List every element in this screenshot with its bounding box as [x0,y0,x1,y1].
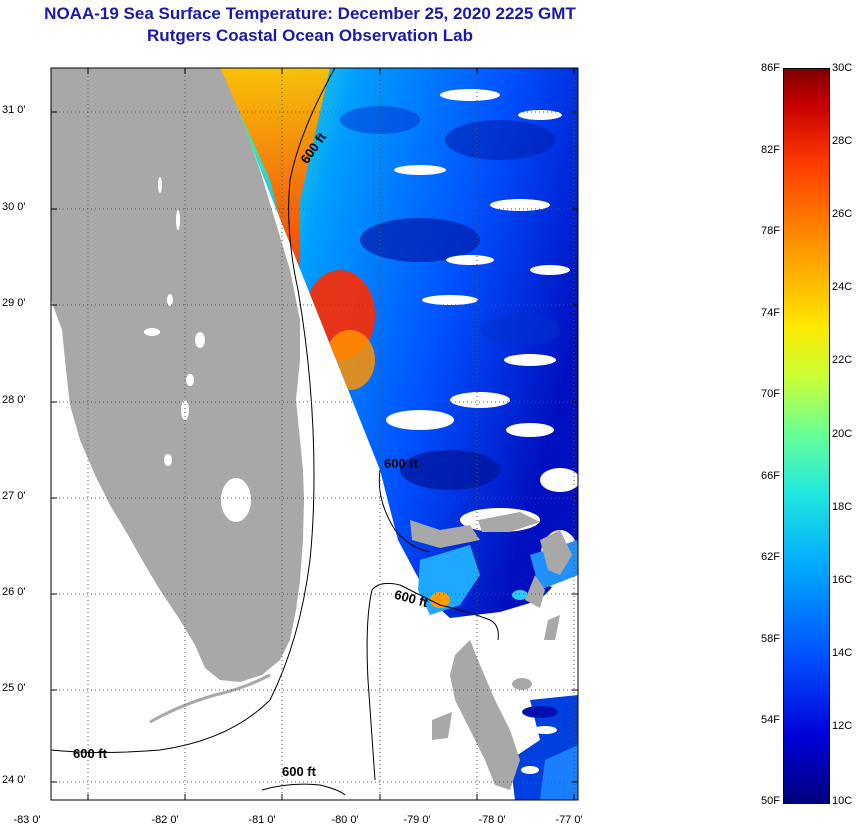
colorbar-c-label: 24C [832,281,853,293]
colorbar-c-label: 14C [832,647,853,659]
lat-label: 31 0' [2,104,26,116]
lat-label: 25 0' [2,682,26,694]
colorbar-f-label: 74F [761,307,780,319]
lat-label: 29 0' [2,297,26,309]
sst-patch-southeast [510,695,578,800]
lat-label: 26 0' [2,586,26,598]
depth-label: 600 ft [384,456,419,471]
lon-label: -81 0' [248,814,276,826]
colorbar-c-label: 28C [832,135,853,147]
colorbar-f-label: 66F [761,470,780,482]
colorbar-c-label: 16C [832,574,853,586]
lon-label: -83 0' [13,814,41,826]
lon-label: -78 0' [478,814,506,826]
colorbar-c-label: 18C [832,501,853,513]
map-title: NOAA-19 Sea Surface Temperature: Decembe… [44,4,576,23]
colorbar-c-label: 30C [832,62,853,74]
lat-label: 28 0' [2,394,26,406]
colorbar-c-label: 26C [832,208,853,220]
colorbar-f-label: 58F [761,633,780,645]
lon-label: -79 0' [403,814,431,826]
lon-label: -80 0' [331,814,359,826]
lat-label: 24 0' [2,774,26,786]
colorbar-f-label: 82F [761,144,780,156]
map-frame [50,67,579,801]
colorbar-f-label: 50F [761,795,780,807]
florida-landmass [51,68,304,682]
lat-label: 30 0' [2,201,26,213]
depth-label: 600 ft [73,746,108,761]
temperature-colorbar [783,68,830,804]
colorbar-f-label: 62F [761,551,780,563]
bahamas-islands [410,512,572,790]
isobath-contours [51,68,499,796]
lat-label: 27 0' [2,490,26,502]
colorbar-c-label: 10C [832,795,853,807]
lon-label: -77 0' [555,814,583,826]
colorbar-f-label: 86F [761,62,780,74]
florida-keys [149,673,271,724]
colorbar-c-label: 20C [832,428,853,440]
colorbar-f-label: 78F [761,225,780,237]
depth-label: 600 ft [282,764,317,779]
colorbar-c-label: 22C [832,354,853,366]
colorbar-f-label: 70F [761,388,780,400]
axis-ticks [51,68,578,800]
colorbar-f-label: 54F [761,714,780,726]
florida-lakes [144,177,251,522]
lon-label: -82 0' [151,814,179,826]
colorbar-c-label: 12C [832,720,853,732]
map-subtitle: Rutgers Coastal Ocean Observation Lab [147,26,473,45]
